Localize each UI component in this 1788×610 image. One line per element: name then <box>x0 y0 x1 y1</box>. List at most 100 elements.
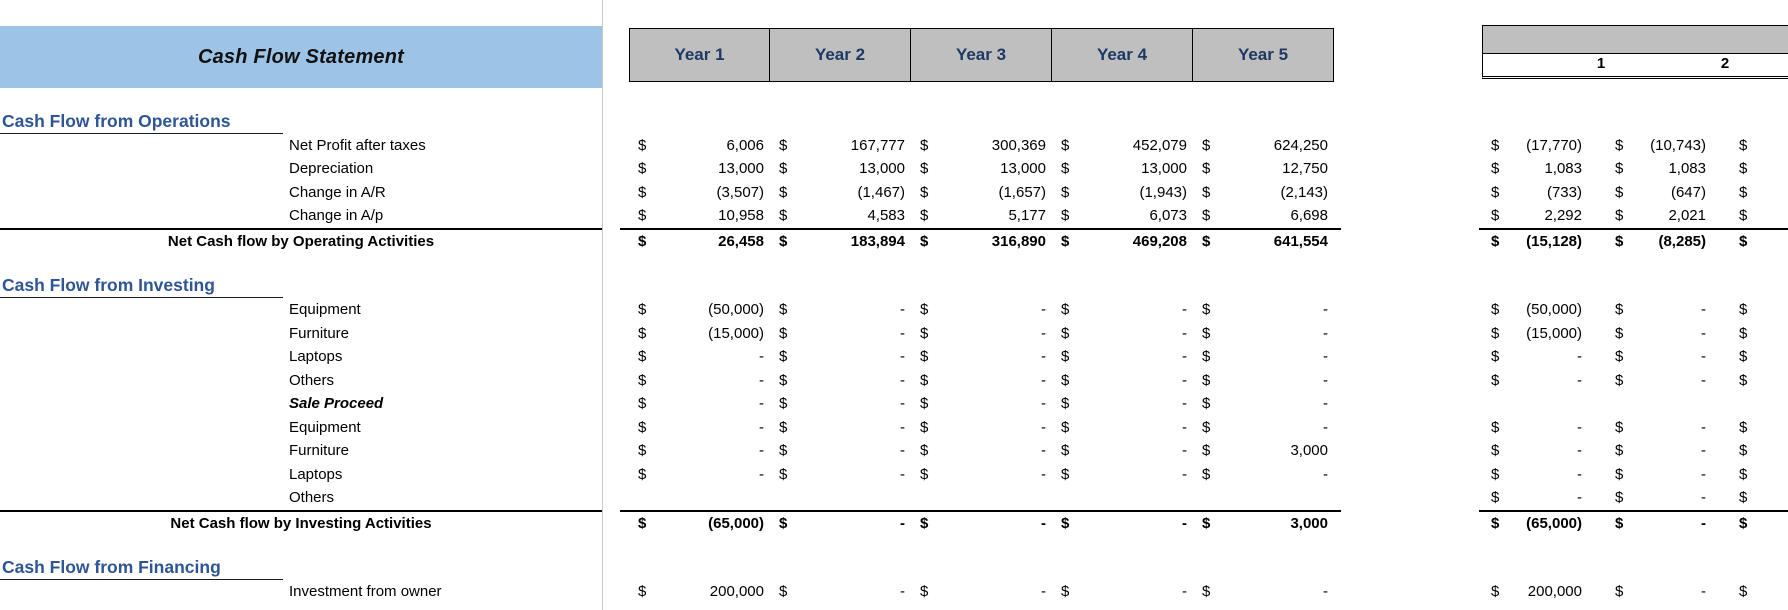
right-col-1-value-cell[interactable]: $ (15,000) <box>1482 322 1606 346</box>
right-col-2-value-cell[interactable]: $1,083 <box>1606 157 1730 181</box>
total-row-label[interactable]: Net Cash flow by Investing Activities <box>170 514 432 532</box>
right-col-2-value-cell[interactable]: $ (8,285) <box>1606 230 1730 254</box>
year-2-value-cell[interactable]: $ - <box>770 322 911 346</box>
right-header-band[interactable] <box>1482 25 1788 54</box>
year-5-value-cell[interactable]: $6,698 <box>1193 204 1334 228</box>
section-heading[interactable]: Cash Flow from Investing <box>0 275 283 298</box>
right-column-number[interactable]: 2 <box>1720 55 1730 72</box>
right-col-1-value-cell[interactable]: $ (733) <box>1482 181 1606 205</box>
year-1-value-cell[interactable]: $200,000 <box>629 580 770 604</box>
year-1-value-cell[interactable]: $ - <box>629 369 770 393</box>
right-col-2-value-cell[interactable]: $ - <box>1606 322 1730 346</box>
year-2-value-cell[interactable]: $ - <box>770 369 911 393</box>
right-col-3-value-cell[interactable]: $ <box>1730 512 1788 536</box>
year-4-value-cell[interactable]: $ - <box>1052 416 1193 440</box>
year-3-value-cell[interactable]: $ - <box>911 439 1052 463</box>
right-col-3-value-cell[interactable]: $ <box>1730 486 1788 510</box>
year-2-value-cell[interactable]: $ - <box>770 392 911 416</box>
year-2-value-cell[interactable]: $ - <box>770 345 911 369</box>
year-5-value-cell[interactable]: $ - <box>1193 345 1334 369</box>
year-1-value-cell[interactable]: $6,006 <box>629 134 770 158</box>
row-label[interactable]: Change in A/R <box>289 183 386 201</box>
row-label[interactable]: Equipment <box>289 301 361 319</box>
right-col-3-value-cell[interactable]: $ <box>1730 463 1788 487</box>
year-1-value-cell[interactable]: $ - <box>629 345 770 369</box>
right-col-2-value-cell[interactable]: $ (647) <box>1606 181 1730 205</box>
year-1-value-cell[interactable]: $ (15,000) <box>629 322 770 346</box>
right-col-1-value-cell[interactable]: $ - <box>1482 486 1606 510</box>
row-label[interactable]: Others <box>289 489 335 507</box>
right-col-1-value-cell[interactable]: $ - <box>1482 439 1606 463</box>
year-5-value-cell[interactable]: $ - <box>1193 416 1334 440</box>
right-col-3-value-cell[interactable]: $ <box>1730 416 1788 440</box>
year-3-value-cell[interactable]: $ - <box>911 580 1052 604</box>
row-label[interactable]: Net Profit after taxes <box>289 136 426 154</box>
year-5-value-cell[interactable]: $ - <box>1193 580 1334 604</box>
year-4-value-cell[interactable]: $ - <box>1052 580 1193 604</box>
row-label[interactable]: Equipment <box>289 418 361 436</box>
year-3-value-cell[interactable]: $ - <box>911 392 1052 416</box>
right-col-1-value-cell[interactable]: $ (15,128) <box>1482 230 1606 254</box>
year-1-value-cell[interactable]: $26,458 <box>629 230 770 254</box>
year-5-value-cell[interactable]: $641,554 <box>1193 230 1334 254</box>
right-col-1-value-cell[interactable]: $ (65,000) <box>1482 512 1606 536</box>
right-col-3-value-cell[interactable]: $ <box>1730 204 1788 228</box>
row-label[interactable]: Depreciation <box>289 160 374 178</box>
row-label[interactable]: Investment from owner <box>289 583 442 601</box>
right-col-2-value-cell[interactable]: $ - <box>1606 512 1730 536</box>
year-3-value-cell[interactable]: $13,000 <box>911 157 1052 181</box>
year-header-cell-3[interactable]: Year 3 <box>911 28 1052 82</box>
year-4-value-cell[interactable]: $ - <box>1052 439 1193 463</box>
year-3-value-cell[interactable]: $ - <box>911 322 1052 346</box>
right-col-2-value-cell[interactable]: $2,021 <box>1606 204 1730 228</box>
year-5-value-cell[interactable]: $ - <box>1193 369 1334 393</box>
year-1-value-cell[interactable]: $ - <box>629 416 770 440</box>
year-5-value-cell[interactable]: $ (2,143) <box>1193 181 1334 205</box>
year-3-value-cell[interactable]: $ - <box>911 298 1052 322</box>
year-1-value-cell[interactable]: $ (50,000) <box>629 298 770 322</box>
year-4-value-cell[interactable]: $ - <box>1052 369 1193 393</box>
right-col-1-value-cell[interactable]: $ - <box>1482 463 1606 487</box>
year-2-value-cell[interactable]: $ - <box>770 580 911 604</box>
row-label[interactable]: Others <box>289 371 335 389</box>
year-header-cell-2[interactable]: Year 2 <box>770 28 911 82</box>
year-4-value-cell[interactable]: $469,208 <box>1052 230 1193 254</box>
year-1-value-cell[interactable]: $ - <box>629 463 770 487</box>
year-3-value-cell[interactable]: $300,369 <box>911 134 1052 158</box>
year-4-value-cell[interactable]: $452,079 <box>1052 134 1193 158</box>
year-2-value-cell[interactable]: $ - <box>770 512 911 536</box>
right-col-3-value-cell[interactable]: $ <box>1730 298 1788 322</box>
year-5-value-cell[interactable]: $ - <box>1193 322 1334 346</box>
section-heading[interactable]: Cash Flow from Financing <box>0 557 283 580</box>
year-3-value-cell[interactable]: $ - <box>911 345 1052 369</box>
right-column-number[interactable]: 1 <box>1596 55 1606 72</box>
row-label[interactable]: Laptops <box>289 348 343 366</box>
right-col-1-value-cell[interactable]: $ - <box>1482 369 1606 393</box>
right-col-3-value-cell[interactable]: $ <box>1730 345 1788 369</box>
year-3-value-cell[interactable]: $ - <box>911 369 1052 393</box>
row-label[interactable]: Furniture <box>289 324 350 342</box>
year-4-value-cell[interactable]: $ - <box>1052 322 1193 346</box>
year-1-value-cell[interactable]: $13,000 <box>629 157 770 181</box>
year-4-value-cell[interactable]: $ - <box>1052 345 1193 369</box>
right-col-1-value-cell[interactable]: $ (50,000) <box>1482 298 1606 322</box>
year-3-value-cell[interactable]: $ - <box>911 416 1052 440</box>
year-5-value-cell[interactable]: $ - <box>1193 392 1334 416</box>
right-col-3-value-cell[interactable]: $ <box>1730 322 1788 346</box>
right-col-3-value-cell[interactable]: $ <box>1730 181 1788 205</box>
right-col-2-value-cell[interactable]: $ - <box>1606 439 1730 463</box>
year-4-value-cell[interactable]: $6,073 <box>1052 204 1193 228</box>
right-col-1-value-cell[interactable]: $ (17,770) <box>1482 134 1606 158</box>
year-5-value-cell[interactable]: $624,250 <box>1193 134 1334 158</box>
year-2-value-cell[interactable]: $ - <box>770 416 911 440</box>
year-1-value-cell[interactable]: $10,958 <box>629 204 770 228</box>
right-col-3-value-cell[interactable]: $ <box>1730 439 1788 463</box>
year-4-value-cell[interactable]: $ - <box>1052 463 1193 487</box>
year-4-value-cell[interactable]: $ (1,943) <box>1052 181 1193 205</box>
year-5-value-cell[interactable]: $12,750 <box>1193 157 1334 181</box>
statement-title-cell[interactable]: Cash Flow Statement <box>0 26 602 88</box>
year-3-value-cell[interactable]: $ (1,657) <box>911 181 1052 205</box>
year-2-value-cell[interactable]: $ - <box>770 298 911 322</box>
year-header-cell-1[interactable]: Year 1 <box>629 28 770 82</box>
year-1-value-cell[interactable]: $ (65,000) <box>629 512 770 536</box>
